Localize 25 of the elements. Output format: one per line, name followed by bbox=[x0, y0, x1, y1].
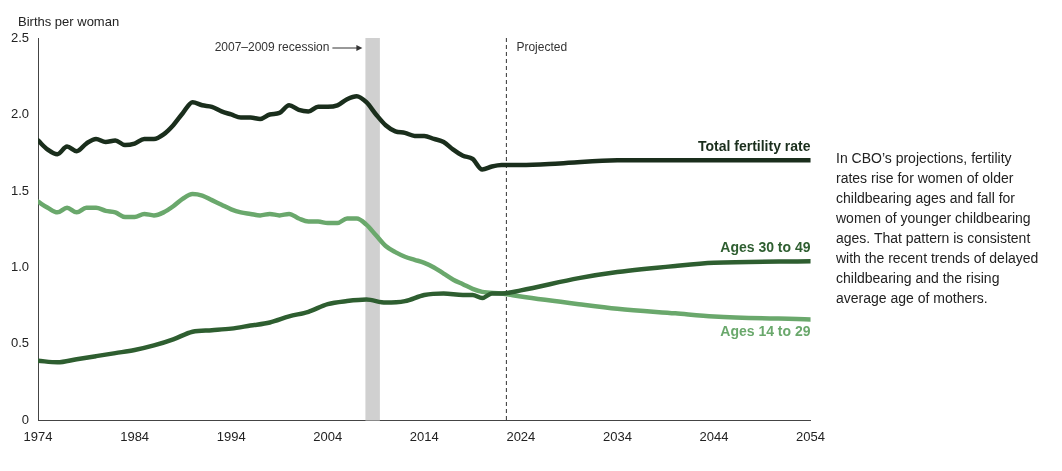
x-tick-label: 1974 bbox=[23, 428, 53, 444]
line-series bbox=[38, 93, 811, 172]
x-tick-label: 1994 bbox=[216, 428, 246, 444]
x-tick-label: 2054 bbox=[796, 428, 825, 444]
x-tick-label: 2024 bbox=[506, 428, 536, 444]
ref-line-label: Projected bbox=[516, 40, 568, 55]
x-tick-label: 2044 bbox=[699, 428, 729, 444]
y-axis-title: Births per woman bbox=[18, 13, 120, 29]
series-label: Total fertility rate bbox=[697, 138, 811, 155]
band-label: 2007–2009 recession bbox=[214, 40, 330, 55]
y-tick-label: 1.5 bbox=[10, 182, 30, 198]
series-label: Ages 14 to 29 bbox=[720, 323, 811, 340]
line-series bbox=[38, 259, 811, 365]
y-tick-label: 0 bbox=[21, 411, 30, 427]
y-tick-label: 2.0 bbox=[10, 106, 30, 122]
x-tick-label: 2014 bbox=[409, 428, 439, 444]
line-series bbox=[38, 191, 811, 322]
y-tick-label: 0.5 bbox=[10, 335, 30, 351]
y-tick-label: 2.5 bbox=[10, 29, 30, 45]
series-label: Ages 30 to 49 bbox=[720, 239, 811, 256]
x-tick-label: 1984 bbox=[120, 428, 150, 444]
x-tick-label: 2004 bbox=[313, 428, 343, 444]
y-tick-label: 1.0 bbox=[10, 259, 30, 275]
text: In CBO’s projections, fertility rates rise for women of older childbearing ages and fall for women of younger childbearing ages. That pattern is consistent with the recent trends of delayed childbearing and the rising average age of mothers. bbox=[836, 149, 1040, 308]
x-tick-label: 2034 bbox=[602, 428, 632, 444]
